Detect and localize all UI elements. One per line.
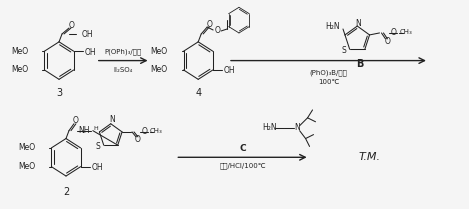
- Text: T.M.: T.M.: [358, 152, 380, 162]
- Text: 100℃: 100℃: [318, 79, 339, 85]
- Text: NH: NH: [78, 126, 90, 135]
- Text: OH: OH: [224, 66, 235, 75]
- Text: 4: 4: [195, 88, 201, 98]
- Text: N: N: [109, 115, 114, 124]
- Text: H₂N: H₂N: [262, 123, 276, 132]
- Text: O: O: [142, 127, 148, 136]
- Text: S: S: [341, 46, 346, 55]
- Text: MeO: MeO: [151, 65, 168, 74]
- Text: B: B: [356, 59, 364, 69]
- Text: N: N: [294, 123, 300, 132]
- Text: O: O: [73, 116, 79, 125]
- Text: MeO: MeO: [18, 143, 36, 152]
- Text: H: H: [93, 126, 98, 131]
- Text: CH₃: CH₃: [150, 128, 162, 134]
- Text: (PhO)₃B/甲苯: (PhO)₃B/甲苯: [310, 69, 348, 76]
- Text: C: C: [240, 144, 246, 153]
- Text: II₂SO₄: II₂SO₄: [113, 68, 132, 73]
- Text: O: O: [214, 27, 220, 36]
- Text: OH: OH: [92, 163, 103, 172]
- Text: O: O: [206, 20, 212, 29]
- Text: H₂N: H₂N: [325, 22, 340, 31]
- Text: O: O: [69, 20, 75, 29]
- Text: 甲苯/HCl/100℃: 甲苯/HCl/100℃: [219, 163, 266, 169]
- Text: MeO: MeO: [18, 162, 36, 171]
- Text: 3: 3: [56, 88, 62, 98]
- Text: S: S: [95, 142, 100, 151]
- Text: CH₃: CH₃: [400, 29, 413, 35]
- Text: MeO: MeO: [151, 47, 168, 56]
- Text: O: O: [391, 28, 396, 37]
- Text: OH: OH: [82, 31, 93, 40]
- Text: MeO: MeO: [11, 47, 29, 56]
- Text: N: N: [356, 19, 361, 28]
- Text: 2: 2: [63, 187, 69, 197]
- Text: O: O: [385, 37, 390, 46]
- Text: MeO: MeO: [11, 65, 29, 74]
- Text: P(OPh)₃/甲苯: P(OPh)₃/甲苯: [104, 48, 141, 55]
- Text: O: O: [135, 135, 141, 144]
- Text: OH: OH: [85, 48, 97, 57]
